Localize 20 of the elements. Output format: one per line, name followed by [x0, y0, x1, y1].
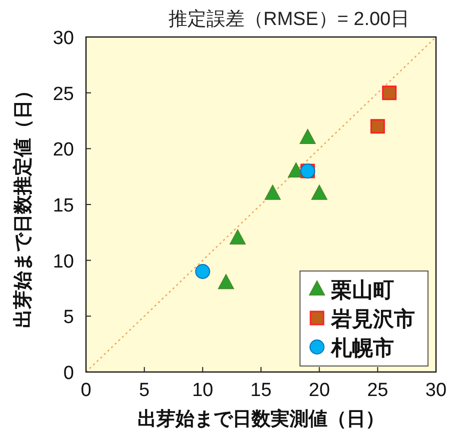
x-tick-label: 5: [139, 380, 150, 401]
x-axis-title: 出芽始まで日数実測値（日）: [138, 408, 384, 430]
chart-title: 推定誤差（RMSE）= 2.00日: [168, 8, 410, 30]
x-tick-label: 30: [425, 380, 447, 401]
legend-label: 札幌市: [330, 336, 394, 360]
y-tick-label: 15: [52, 196, 74, 216]
x-tick-label: 20: [308, 380, 330, 401]
y-tick-label: 0: [63, 363, 74, 384]
legend-label: 栗山町: [330, 279, 394, 302]
x-tick-label: 10: [192, 380, 214, 401]
y-axis-title: 出芽始まで日数推定値（日）: [12, 81, 34, 328]
legend-label: 岩見沢市: [330, 307, 415, 331]
x-tick-label: 0: [80, 380, 92, 401]
y-tick-label: 5: [63, 307, 74, 328]
y-tick-label: 20: [52, 140, 74, 161]
x-tick-label: 15: [250, 380, 272, 401]
y-tick-label: 30: [52, 28, 74, 49]
y-tick-label: 25: [52, 84, 74, 105]
y-tick-label: 10: [52, 251, 74, 272]
x-tick-label: 25: [367, 380, 388, 401]
